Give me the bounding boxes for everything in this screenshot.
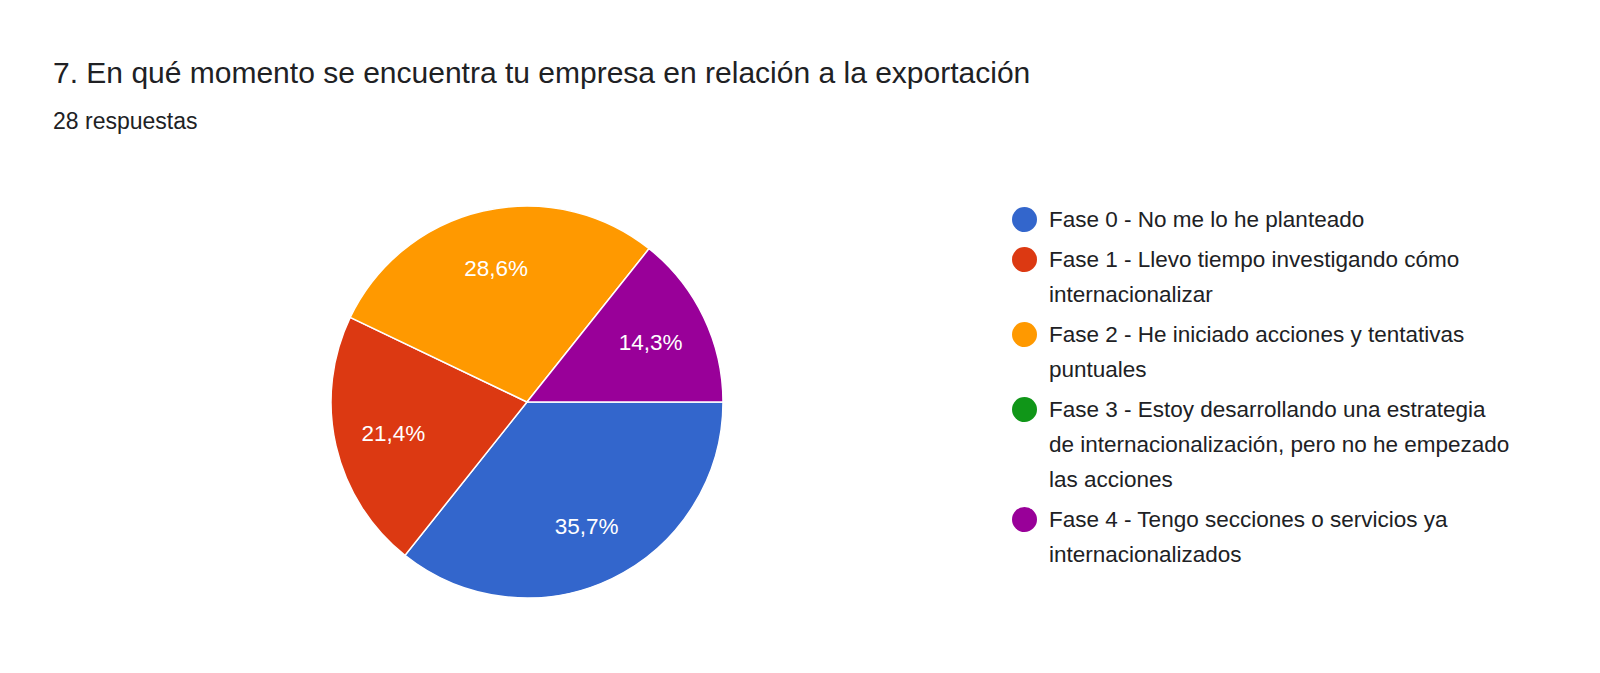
- data-label: 28,6%: [464, 256, 528, 281]
- legend-entry: Fase 4 - Tengo secciones o servicios ya …: [1012, 502, 1512, 572]
- legend-swatch: [1012, 507, 1037, 532]
- subtitle: 28 respuestas: [53, 108, 197, 135]
- legend-entry: Fase 1 - Llevo tiempo investigando cómo …: [1012, 242, 1512, 312]
- data-labels: 35,7% 21,4% 28,6% 14,3%: [361, 256, 682, 538]
- legend-label: Fase 3 - Estoy desarrollando una estrate…: [1049, 397, 1509, 492]
- legend-swatch: [1012, 207, 1037, 232]
- legend-label: Fase 1 - Llevo tiempo investigando cómo …: [1049, 247, 1459, 307]
- pie-chart: 35,7% 21,4% 28,6% 14,3%: [0, 0, 1000, 673]
- legend: Fase 0 - No me lo he planteado Fase 1 - L…: [1012, 202, 1512, 577]
- data-label: 21,4%: [361, 421, 425, 446]
- title: 7. En qué momento se encuentra tu empres…: [53, 56, 1030, 90]
- slices: [331, 206, 723, 598]
- legend-entry: Fase 2 - He iniciado acciones y tentativ…: [1012, 317, 1512, 387]
- data-label: 35,7%: [555, 514, 619, 539]
- data-label: 14,3%: [619, 330, 683, 355]
- legend-swatch: [1012, 322, 1037, 347]
- legend-entry: Fase 0 - No me lo he planteado: [1012, 202, 1512, 237]
- legend-swatch: [1012, 397, 1037, 422]
- legend-entry: Fase 3 - Estoy desarrollando una estrate…: [1012, 392, 1512, 497]
- slice: [527, 249, 723, 402]
- legend-swatch: [1012, 247, 1037, 272]
- legend-label: Fase 2 - He iniciado acciones y tentativ…: [1049, 322, 1464, 382]
- legend-label: Fase 0 - No me lo he planteado: [1049, 207, 1364, 232]
- legend-label: Fase 4 - Tengo secciones o servicios ya …: [1049, 507, 1448, 567]
